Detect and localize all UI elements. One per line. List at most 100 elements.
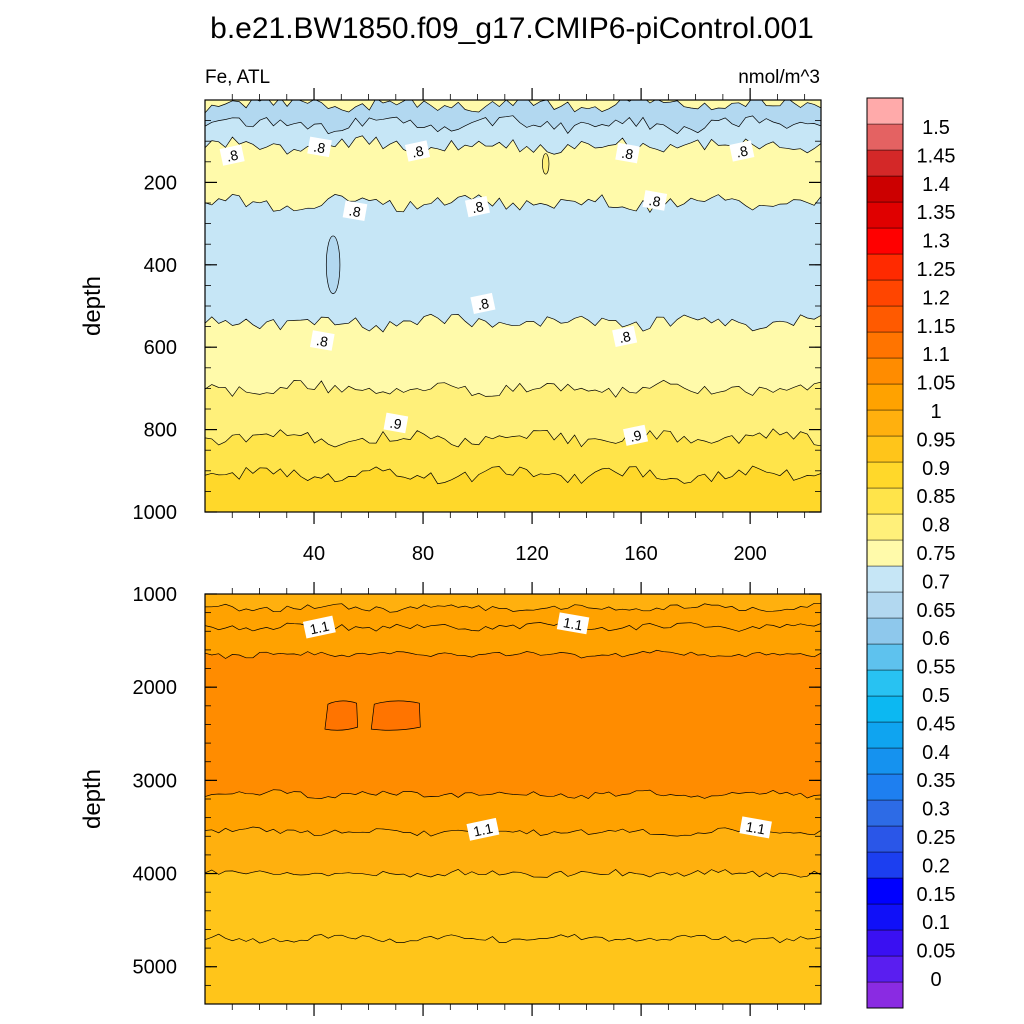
contour-label-text: .8 <box>476 295 491 313</box>
contour-label-bg <box>309 330 335 351</box>
colorbar-label: 1.25 <box>917 259 956 281</box>
contour-label-bg <box>623 424 649 446</box>
panel-plot-area: .8 .8 .8 .8 .8 .8 .8 .8 .8 .8 .8 .9 .9 <box>205 100 821 512</box>
colorbar-label: 0.6 <box>922 628 950 650</box>
contour-feature-1 <box>370 700 421 731</box>
contour-label-text: .9 <box>628 427 643 445</box>
contour-feature-0 <box>324 700 358 731</box>
contour-label-bg <box>612 325 638 348</box>
colorbar-label: 1.2 <box>922 287 950 309</box>
contour-label-text: .8 <box>735 142 750 160</box>
contour-label-8: .8 <box>470 292 496 315</box>
contour-line-4 <box>205 826 821 837</box>
contour-line-5 <box>205 868 821 878</box>
contour-label-text: 1.1 <box>472 820 495 840</box>
colorbar-label: 0.75 <box>917 543 956 565</box>
y-tick-label: 800 <box>144 420 177 442</box>
contour-line-1 <box>205 115 821 135</box>
y-tick-label: 400 <box>144 255 177 277</box>
contour-label-text: .8 <box>617 328 632 346</box>
colorbar-box-10 <box>866 721 904 749</box>
contour-line-7 <box>205 465 821 485</box>
y-tick-label: 1000 <box>133 584 178 606</box>
contour-label-text: .8 <box>348 202 362 220</box>
contour-label-text: 1.1 <box>308 618 331 638</box>
colorbar-label: 0.8 <box>922 515 950 537</box>
contour-label-0: 1.1 <box>302 615 336 639</box>
colorbar-label: 0.2 <box>922 855 950 877</box>
contour-label-1: .8 <box>307 136 332 158</box>
contour-label-11: .9 <box>383 412 409 434</box>
contour-label-7: .8 <box>642 190 668 211</box>
contour-label-text: .9 <box>389 415 403 433</box>
contour-label-bg <box>615 142 640 164</box>
colorbar-box-30 <box>866 201 904 229</box>
contour-line-2 <box>205 135 821 155</box>
colorbar-label: 0.85 <box>917 486 956 508</box>
x-tick-label: 40 <box>303 543 325 565</box>
colorbar-label: 0.35 <box>917 770 956 792</box>
contour-label-3: 1.1 <box>739 816 772 839</box>
contour-label-3: .8 <box>615 142 640 164</box>
contour-label-text: .8 <box>225 147 240 165</box>
colorbar-label: 1.3 <box>922 231 950 253</box>
colorbar-box-22 <box>866 409 904 437</box>
y-tick-label: 3000 <box>133 770 178 792</box>
colorbar-label: 0.95 <box>917 429 956 451</box>
colorbar-box-28 <box>866 253 904 281</box>
colorbar-label: 0.9 <box>922 458 950 480</box>
colorbar-box-29 <box>866 227 904 255</box>
contour-label-text: .8 <box>312 138 326 156</box>
units-label: nmol/m^3 <box>738 67 820 88</box>
contour-line-3 <box>205 789 821 800</box>
contour-label-bg <box>470 292 496 315</box>
band-8 <box>205 466 821 512</box>
contour-label-bg <box>219 144 245 166</box>
contour-label-2: 1.1 <box>466 817 500 841</box>
variable-label: Fe, ATL <box>205 67 270 88</box>
colorbar-label: 1.5 <box>922 117 950 139</box>
contour-label-4: .8 <box>729 140 755 162</box>
colorbar-label: 0.4 <box>922 742 950 764</box>
colorbar-label: 1.35 <box>917 202 956 224</box>
colorbar-label: 1.05 <box>917 373 956 395</box>
contour-line-0 <box>205 100 821 114</box>
colorbar-box-1 <box>866 955 904 983</box>
colorbar-label: 0.05 <box>917 941 956 963</box>
colorbar-box-24 <box>866 357 904 385</box>
colorbar-box-12 <box>866 669 904 697</box>
colorbar: 0 0.05 0.1 0.15 0.2 0.25 0.3 0.35 0.4 0.45 0.5 0.55… <box>866 97 956 1009</box>
contour-label-5: .8 <box>342 200 368 222</box>
contour-line-0 <box>205 602 821 613</box>
y-tick-label: 200 <box>144 172 177 194</box>
contour-label-text: .8 <box>410 142 425 160</box>
colorbar-label: 0.25 <box>917 827 956 849</box>
y-tick-label: 1000 <box>133 502 178 524</box>
contour-line-2 <box>205 649 821 659</box>
contour-label-bg <box>307 136 332 158</box>
contour-label-6: .8 <box>464 196 490 218</box>
contour-label-text: 1.1 <box>562 614 584 633</box>
panels-layer: .8 .8 .8 .8 .8 .8 .8 .8 .8 .8 .8 .9 .9 200 400 600 800 10… <box>79 88 822 1016</box>
contour-label-bg <box>739 816 772 839</box>
colorbar-box-20 <box>866 461 904 489</box>
colorbar-box-32 <box>866 149 904 177</box>
contour-label-bg <box>404 140 431 162</box>
contour-label-bg <box>729 140 755 162</box>
contour-line-6 <box>205 428 821 448</box>
contour-label-0: .8 <box>219 144 245 166</box>
colorbar-label: 0.1 <box>922 912 950 934</box>
colorbar-label: 0.5 <box>922 685 950 707</box>
colorbar-box-21 <box>866 435 904 463</box>
colorbar-box-17 <box>866 539 904 567</box>
x-tick-label: 160 <box>624 543 657 565</box>
colorbar-label: 0.45 <box>917 713 956 735</box>
panel-deep-ocean: 1.1 1.1 1.1 1.1 1000 2000 3000 4000 5000 depth <box>79 582 822 1016</box>
colorbar-box-9 <box>866 747 904 775</box>
contour-label-text: .8 <box>470 198 485 216</box>
colorbar-label: 1.1 <box>922 344 950 366</box>
colorbar-box-25 <box>866 331 904 359</box>
colorbar-label: 0.15 <box>917 884 956 906</box>
colorbar-box-23 <box>866 383 904 411</box>
